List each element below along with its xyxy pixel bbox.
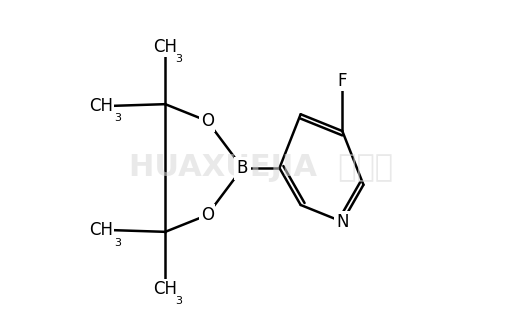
Text: CH: CH — [153, 38, 177, 56]
Text: O: O — [201, 112, 213, 130]
Text: 3: 3 — [114, 238, 121, 248]
Text: CH: CH — [153, 280, 177, 298]
Text: B: B — [237, 159, 248, 177]
Text: HUAXUEJIA  化学加: HUAXUEJIA 化学加 — [129, 154, 393, 182]
Text: O: O — [201, 206, 213, 224]
Text: F: F — [338, 72, 347, 90]
Text: CH: CH — [89, 221, 113, 239]
Text: N: N — [336, 213, 349, 231]
Text: 3: 3 — [175, 296, 182, 306]
Text: CH: CH — [89, 97, 113, 115]
Text: 3: 3 — [175, 54, 182, 65]
Text: 3: 3 — [114, 113, 121, 123]
